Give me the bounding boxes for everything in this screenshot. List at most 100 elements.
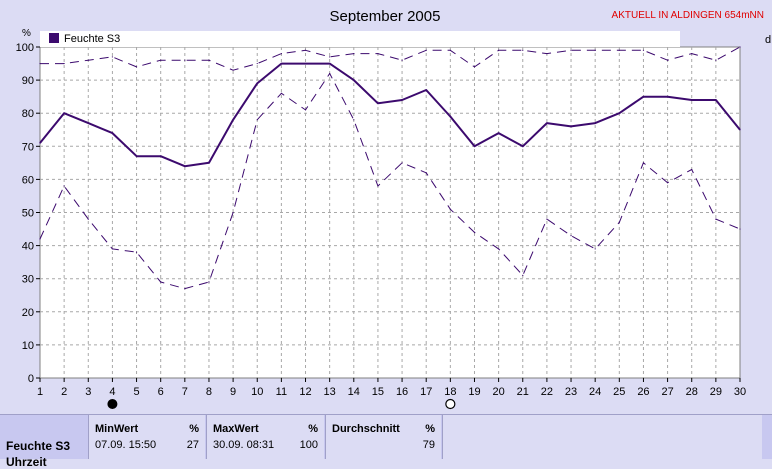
data-point xyxy=(111,248,114,250)
data-point xyxy=(329,72,331,75)
data-point xyxy=(473,145,476,147)
data-point xyxy=(39,238,41,240)
data-point xyxy=(618,221,620,224)
data-point xyxy=(87,122,89,124)
y-tick-label: 60 xyxy=(22,174,34,186)
data-point xyxy=(135,251,138,253)
max-header: MaxWert xyxy=(213,423,259,435)
data-point xyxy=(522,274,524,276)
x-tick-label: 12 xyxy=(299,386,311,398)
x-tick-label: 27 xyxy=(661,386,673,398)
data-point xyxy=(39,62,41,65)
x-tick-label: 17 xyxy=(420,386,432,398)
data-point xyxy=(63,185,65,187)
x-tick-label: 30 xyxy=(734,386,746,398)
data-point xyxy=(280,62,282,65)
x-tick-label: 11 xyxy=(276,386,287,398)
x-tick-label: 18 xyxy=(444,386,456,398)
data-point xyxy=(666,59,669,61)
data-point xyxy=(329,56,331,58)
x-tick-label: 14 xyxy=(348,386,360,398)
data-point xyxy=(401,59,403,61)
data-point xyxy=(691,99,693,101)
min-header: MinWert xyxy=(95,423,139,435)
data-point xyxy=(304,49,307,51)
average-cell: Durchschnitt % 79 xyxy=(325,415,441,459)
data-point xyxy=(401,99,403,101)
x-tick-label: 9 xyxy=(230,386,236,398)
data-point xyxy=(377,185,379,187)
x-tick-label: 26 xyxy=(637,386,649,398)
data-point xyxy=(377,53,379,55)
x-tick-label: 23 xyxy=(565,386,577,398)
y-tick-label: 50 xyxy=(22,208,34,220)
legend-label: Feuchte S3 xyxy=(64,33,120,45)
x-tick-label: 2 xyxy=(61,386,67,398)
data-point xyxy=(425,49,427,51)
data-point xyxy=(135,66,138,68)
x-tick-label: 13 xyxy=(324,386,336,398)
x-tick-label: 21 xyxy=(517,386,529,398)
data-point xyxy=(570,235,572,237)
x-tick-label: 4 xyxy=(109,386,115,398)
avg-unit: % xyxy=(425,423,435,435)
data-point xyxy=(353,119,355,121)
max-value-cell: MaxWert % 30.09. 08:31 100 xyxy=(206,415,324,459)
data-point xyxy=(473,66,476,68)
y-tick-label: 90 xyxy=(22,75,34,87)
data-point xyxy=(522,145,524,147)
x-tick-label: 16 xyxy=(396,386,408,398)
stats-row-label: Feuchte S3 xyxy=(6,439,71,453)
y-axis-unit: % xyxy=(22,28,31,39)
data-point xyxy=(715,99,717,101)
data-point xyxy=(111,132,114,134)
data-point xyxy=(232,119,234,121)
legend-box xyxy=(40,31,680,47)
data-point xyxy=(111,56,114,58)
max-value: 100 xyxy=(299,439,318,451)
data-point xyxy=(63,62,65,65)
data-point xyxy=(594,122,596,124)
x-tick-label: 1 xyxy=(37,386,43,398)
stats-row-label-2: Uhrzeit xyxy=(6,455,47,469)
x-tick-label: 28 xyxy=(686,386,698,398)
data-point xyxy=(666,96,669,98)
legend-swatch xyxy=(49,33,59,43)
min-value-cell: MinWert % 07.09. 15:50 27 xyxy=(88,415,205,459)
data-point xyxy=(353,53,355,55)
humidity-min-line xyxy=(39,73,741,290)
y-tick-label: 10 xyxy=(22,340,34,352)
data-point xyxy=(353,79,355,81)
y-tick-label: 40 xyxy=(22,241,34,253)
chart-title: September 2005 xyxy=(330,8,441,25)
data-point xyxy=(329,62,331,65)
humidity-mean-line xyxy=(39,62,741,168)
location-banner: AKTUELL IN ALDINGEN 654mNN xyxy=(612,10,764,21)
data-point xyxy=(184,288,186,290)
data-point xyxy=(208,281,210,283)
humidity-chart: September 2005 AKTUELL IN ALDINGEN 654mN… xyxy=(15,8,772,410)
y-tick-label: 100 xyxy=(16,42,34,54)
grid-lines xyxy=(40,47,740,378)
data-point xyxy=(425,89,427,91)
data-point xyxy=(570,125,572,128)
data-point xyxy=(304,62,307,65)
x-tick-label: 10 xyxy=(251,386,263,398)
data-point xyxy=(135,155,138,157)
y-axis: 0 10 20 30 40 50 60 70 80 90 100 xyxy=(16,42,40,385)
data-point xyxy=(256,82,258,85)
data-point xyxy=(739,228,741,230)
x-tick-label: 25 xyxy=(613,386,625,398)
data-point xyxy=(208,59,210,61)
full-moon-icon xyxy=(445,398,456,410)
data-point xyxy=(280,53,282,55)
data-point xyxy=(498,248,500,250)
data-point xyxy=(715,218,717,220)
x-tick-label: 6 xyxy=(158,386,164,398)
y-tick-label: 80 xyxy=(22,108,34,120)
data-point xyxy=(160,281,162,283)
data-point xyxy=(256,119,258,121)
data-point xyxy=(715,59,717,61)
empty-stats-cell xyxy=(442,415,762,459)
data-point xyxy=(449,115,451,118)
